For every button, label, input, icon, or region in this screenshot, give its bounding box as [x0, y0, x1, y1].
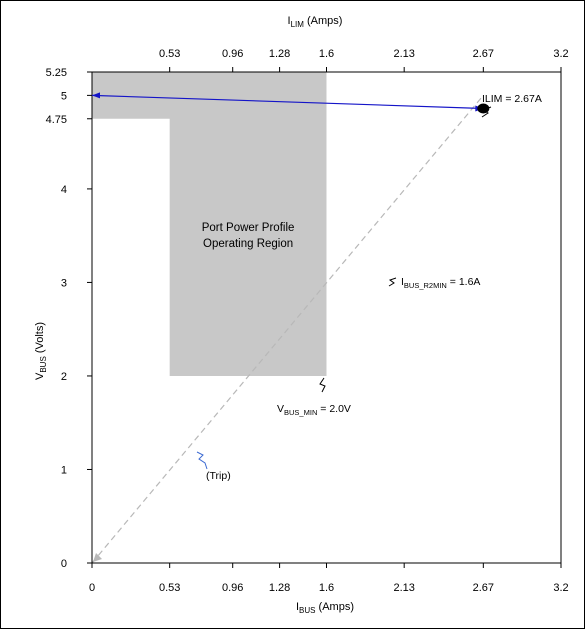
vbus-left-arrowhead: [92, 92, 100, 99]
top-tick-label: 2.13: [393, 48, 414, 60]
x-tick-label: 3.2: [553, 582, 568, 594]
top-tick-label: 0.96: [222, 48, 243, 60]
operating-region-label-line: Port Power Profile: [202, 222, 295, 234]
x-tick-label: 2.67: [473, 582, 494, 594]
vbus-min-label: VBUS_MIN = 2.0V: [277, 403, 351, 417]
operating-region-area: [92, 72, 327, 376]
y-tick-label: 5.25: [46, 67, 67, 79]
vbus-line: [91, 94, 484, 110]
x-tick-label: 1.6: [319, 582, 334, 594]
x-tick-label: 0.96: [222, 582, 243, 594]
trip-squiggle-icon: [196, 451, 208, 470]
y-axis-title: VBUS (Volts): [34, 322, 48, 380]
top-tick-label: 3.2: [553, 48, 568, 60]
top-tick-label: 2.67: [473, 48, 494, 60]
y-tick-label: 2: [61, 371, 67, 383]
y-tick-label: 0: [61, 558, 67, 570]
trip-label: (Trip): [206, 470, 231, 482]
x-tick-label: 2.13: [393, 582, 414, 594]
ibus-r2min-label: IBUS_R2MIN = 1.6A: [401, 276, 480, 290]
top-tick-label: 1.6: [319, 48, 334, 60]
y-tick-label: 5: [61, 90, 67, 102]
x-tick-label: 0.53: [159, 582, 180, 594]
top-tick-label: 0.53: [159, 48, 180, 60]
y-tick-label: 3: [61, 277, 67, 289]
x-axis-title: IBUS (Amps): [296, 601, 354, 615]
y-tick-label: 4: [61, 184, 67, 196]
y-tick-label: 1: [61, 464, 67, 476]
ibus-squiggle-icon: [388, 277, 397, 287]
x-tick-label: 0: [89, 582, 95, 594]
top-axis-title: ILIM (Amps): [288, 15, 343, 29]
y-tick-label: 4.75: [46, 114, 67, 126]
trip-arrowhead: [93, 553, 102, 562]
ilim-point: [477, 103, 490, 114]
trip-line: [91, 94, 484, 564]
x-tick-label: 1.28: [269, 582, 290, 594]
ilim-label: ILIM = 2.67A: [482, 93, 542, 105]
top-tick-label: 1.28: [269, 48, 290, 60]
operating-region-label-line: Operating Region: [203, 238, 293, 250]
vbus-min-squiggle-icon: [319, 377, 326, 393]
